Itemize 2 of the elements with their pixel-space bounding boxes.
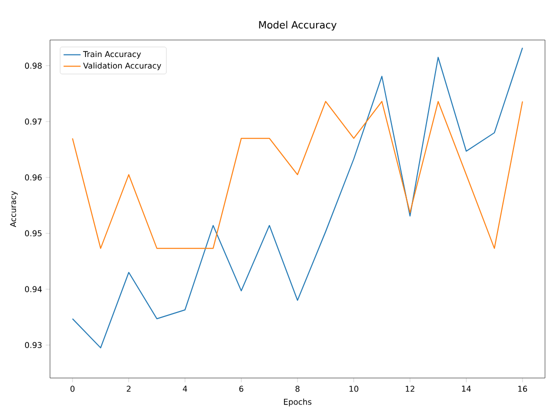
chart-title: Model Accuracy bbox=[259, 20, 337, 30]
line-series bbox=[72, 47, 524, 348]
